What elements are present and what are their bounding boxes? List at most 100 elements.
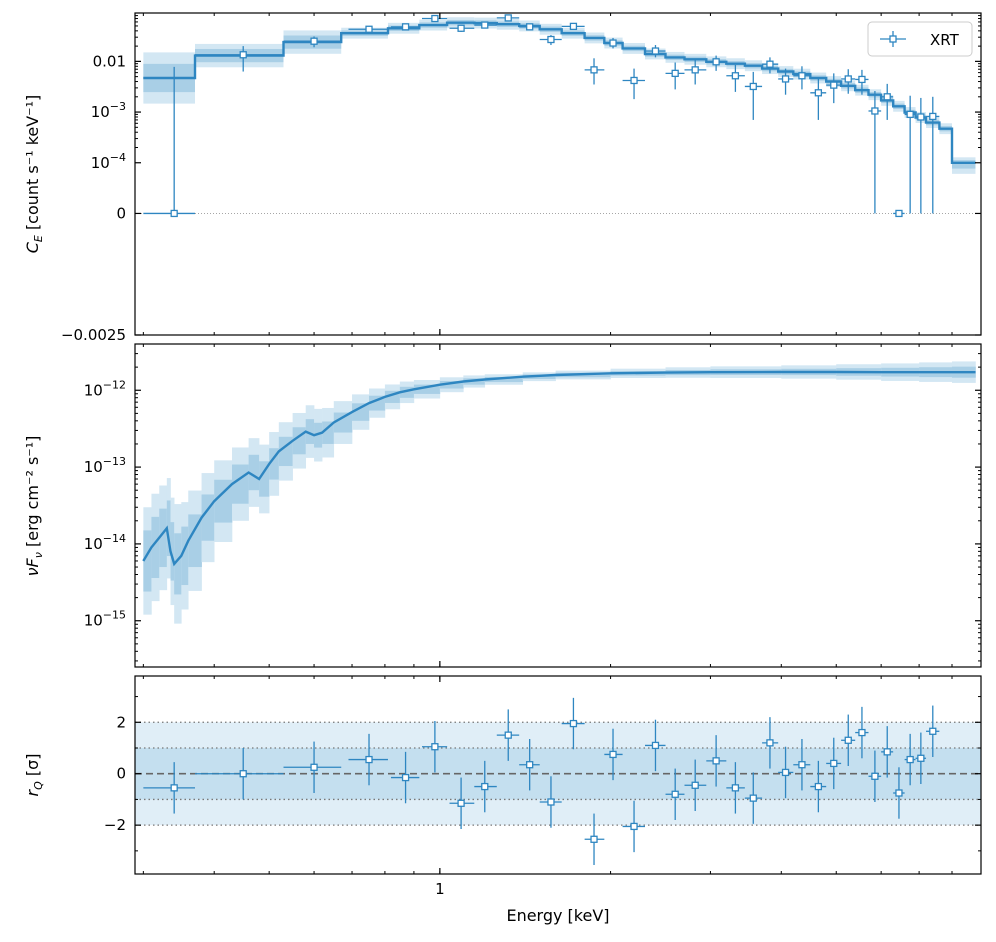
marker (310, 763, 318, 771)
counts-data-point (684, 60, 707, 85)
flux-band-inner (232, 464, 249, 504)
legend: XRT (867, 21, 973, 57)
marker (766, 60, 774, 68)
residuals-frame (134, 675, 982, 875)
residual-data-point (519, 739, 540, 791)
counts-frame (134, 12, 982, 336)
residual-data-point (778, 746, 794, 799)
flux-band-inner (214, 479, 233, 523)
marker (481, 782, 489, 791)
residual-data-point (810, 760, 827, 813)
marker (630, 822, 638, 831)
marker (917, 754, 925, 762)
y-tick-label: −2 (104, 816, 126, 834)
model-band-inner (964, 160, 976, 169)
x-axis-label: Energy [keV] (506, 906, 609, 925)
residual-data-point (893, 767, 905, 819)
marker (871, 772, 879, 780)
marker (457, 24, 465, 32)
residual-data-point (474, 760, 497, 813)
marker (798, 761, 806, 769)
marker (569, 719, 578, 728)
y-tick-label: 0 (116, 204, 126, 222)
counts-data-point (283, 36, 342, 48)
flux-y-ticks: 10−12 10−13 10−14 10−15 (84, 353, 981, 662)
flux-model-line (142, 370, 976, 567)
marker (401, 773, 410, 782)
residual-data-point (561, 697, 585, 750)
flux-band-inner (181, 526, 189, 586)
legend-marker (880, 31, 906, 47)
flux-band-inner (248, 454, 260, 491)
y-tick-label: −0.0025 (61, 326, 126, 344)
residual-data-point (348, 733, 388, 786)
marker (691, 66, 699, 74)
counts-data-point (584, 58, 605, 85)
marker (749, 82, 757, 91)
flux-band-inner (166, 500, 171, 557)
counts-data-point (706, 55, 727, 71)
residual-data-point (726, 762, 745, 814)
marker (457, 799, 465, 807)
counts-data-point (868, 91, 882, 214)
marker (871, 107, 879, 115)
counts-data-point (604, 37, 623, 49)
residual-data-point (706, 735, 727, 787)
flux-band-inner (269, 448, 280, 480)
counts-data-point (474, 21, 497, 29)
flux-frame (134, 343, 982, 668)
y-tick-label: 0.01 (93, 52, 126, 70)
marker (481, 21, 489, 29)
marker (239, 770, 247, 778)
marker (731, 784, 740, 792)
counts-data-point (915, 97, 927, 214)
counts-data-point (778, 68, 794, 95)
residual-data-point (915, 732, 927, 784)
residuals-y-axis-label: rQ [σ] (23, 754, 45, 797)
marker (630, 76, 638, 85)
residual-data-point (584, 813, 605, 865)
marker (365, 25, 373, 33)
residual-data-point (604, 728, 623, 781)
counts-data-point (926, 96, 940, 214)
residual-data-point (904, 733, 916, 786)
marker (590, 66, 598, 74)
residual-data-point (194, 748, 284, 800)
flux-band-inner (439, 380, 464, 389)
flux-band-inner (151, 516, 160, 579)
marker (906, 110, 914, 119)
counts-data-point (665, 62, 685, 90)
residual-data-point (449, 777, 475, 829)
residuals-panel: 2 0 −2 1 rQ [σ] (23, 675, 982, 898)
counts-data-point (421, 14, 448, 23)
residual-data-point (496, 709, 520, 761)
counts-data-point (826, 73, 842, 104)
flux-x-ticks (142, 344, 982, 667)
residual-data-point (868, 750, 882, 802)
y-tick-label: 10−15 (84, 609, 126, 630)
y-tick-label: 0 (116, 765, 126, 783)
y-tick-label: 10−12 (84, 378, 126, 399)
marker (310, 37, 318, 45)
marker (547, 798, 555, 806)
marker (671, 790, 679, 798)
residual-data-point (539, 776, 562, 828)
counts-data-point (496, 14, 520, 22)
x-tick-label: 1 (435, 880, 445, 898)
counts-data-point (762, 57, 779, 74)
counts-data-point (561, 22, 585, 31)
flux-band-inner (399, 386, 415, 398)
marker (365, 755, 373, 764)
flux-band-inner (170, 522, 175, 581)
marker (844, 75, 852, 83)
marker (858, 728, 866, 737)
marker (526, 23, 534, 31)
marker (547, 35, 555, 44)
flux-band-inner (188, 514, 202, 568)
residual-data-point (143, 762, 195, 814)
flux-model-bands (143, 361, 976, 624)
flux-band-inner (322, 421, 335, 444)
marker (731, 72, 740, 80)
marker (691, 781, 699, 789)
marker (830, 81, 838, 89)
